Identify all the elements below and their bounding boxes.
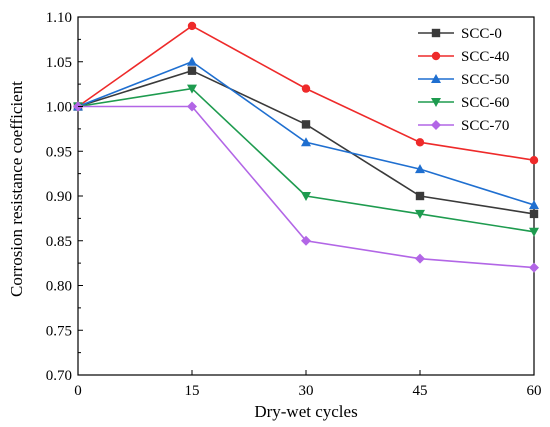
x-tick-label: 15 [185,383,200,399]
series-layer [73,21,539,273]
y-tick-label: 0.90 [46,189,72,205]
legend-item-scc-50: SCC-50 [418,72,509,88]
legend-item-scc-70: SCC-70 [418,118,509,134]
x-tick-label: 60 [527,383,542,399]
legend-label: SCC-0 [461,26,502,42]
x-axis-title: Dry-wet cycles [254,402,357,421]
data-point-scc-50 [301,137,311,147]
data-point-scc-60 [415,209,425,219]
series-scc-70 [73,101,539,273]
data-point-scc-60 [187,84,197,94]
data-point-scc-70 [415,253,425,264]
y-tick-label: 0.95 [46,144,72,160]
data-point-scc-40 [415,138,425,147]
series-scc-60 [73,84,539,237]
data-point-scc-0 [301,120,311,129]
legend-item-scc-40: SCC-40 [418,49,509,65]
data-point-scc-70 [187,101,197,112]
legend-marker [431,28,441,38]
legend-item-scc-0: SCC-0 [418,26,502,42]
legend-item-scc-60: SCC-60 [418,95,509,111]
y-tick-label: 0.85 [46,234,72,250]
y-tick-label: 1.05 [46,55,72,71]
x-axis: 0 15 30 45 60 [74,370,542,399]
data-point-scc-70 [529,262,539,273]
y-tick-label: 0.80 [46,279,72,295]
y-axis: 0.70 0.75 0.80 0.85 0.90 0.95 1.00 1.05 1.10 [46,10,83,384]
data-point-scc-50 [529,199,539,209]
data-point-scc-0 [529,209,539,219]
x-tick-label: 30 [299,383,314,399]
legend-marker [431,98,441,107]
y-tick-label: 0.75 [46,323,72,339]
x-tick-label: 0 [74,383,82,399]
data-point-scc-40 [529,156,539,165]
data-point-scc-40 [301,84,311,93]
legend-marker [431,51,441,61]
legend-label: SCC-40 [461,49,509,65]
data-point-scc-70 [301,235,311,246]
x-tick-label: 45 [413,383,428,399]
y-tick-label: 1.00 [46,100,72,116]
data-point-scc-40 [187,21,197,31]
y-tick-label: 1.10 [46,10,72,26]
data-point-scc-0 [187,66,197,75]
legend-marker [431,120,441,130]
legend: SCC-0 SCC-40 SCC-50 SCC-60 SCC-70 [418,26,509,134]
data-point-scc-60 [529,227,539,237]
y-tick-label: 0.70 [46,368,72,384]
data-point-scc-60 [301,192,311,201]
legend-label: SCC-50 [461,72,509,88]
data-point-scc-50 [415,164,425,174]
legend-label: SCC-70 [461,118,509,134]
legend-marker [431,74,441,83]
legend-label: SCC-60 [461,95,509,111]
y-axis-title: Corrosion resistance coefficient [7,81,26,297]
data-point-scc-50 [187,56,197,66]
data-point-scc-0 [415,191,425,201]
